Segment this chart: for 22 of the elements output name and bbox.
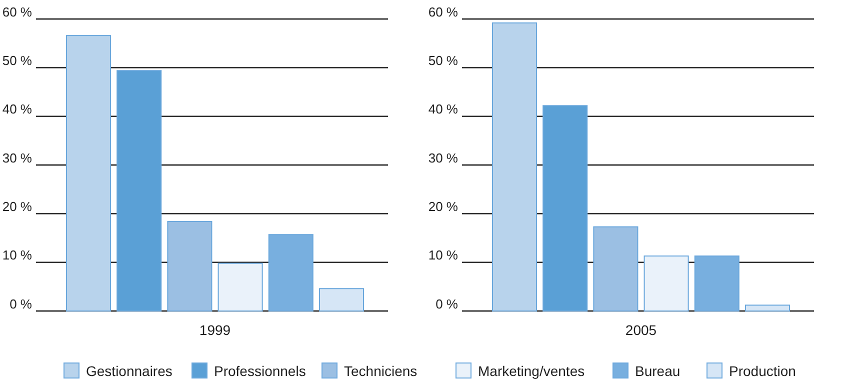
y-tick-label: 50 % xyxy=(2,53,32,68)
legend-label: Production xyxy=(729,363,796,379)
y-tick-label: 0 % xyxy=(10,296,32,312)
y-tick-label: 40 % xyxy=(2,102,32,117)
y-tick-label: 20 % xyxy=(2,199,32,214)
y-tick-label: 50 % xyxy=(428,53,458,68)
y-tick-label: 0 % xyxy=(436,296,458,312)
legend-label: Techniciens xyxy=(344,363,418,379)
y-tick-label: 10 % xyxy=(2,248,32,263)
y-tick-label: 10 % xyxy=(428,248,458,263)
legend-label: Professionnels xyxy=(214,363,306,379)
y-tick-label: 40 % xyxy=(428,102,458,117)
x-tick-label: 2005 xyxy=(625,322,657,338)
y-tick-label: 20 % xyxy=(428,199,458,214)
y-tick-label: 60 % xyxy=(428,4,458,20)
legend-label: Marketing/ventes xyxy=(478,363,585,379)
y-tick-label: 60 % xyxy=(2,4,32,20)
legend-label: Bureau xyxy=(635,363,680,379)
legend-label: Gestionnaires xyxy=(86,363,172,379)
y-tick-label: 30 % xyxy=(428,150,458,166)
x-tick-label: 1999 xyxy=(199,322,231,338)
y-tick-label: 30 % xyxy=(2,150,32,166)
